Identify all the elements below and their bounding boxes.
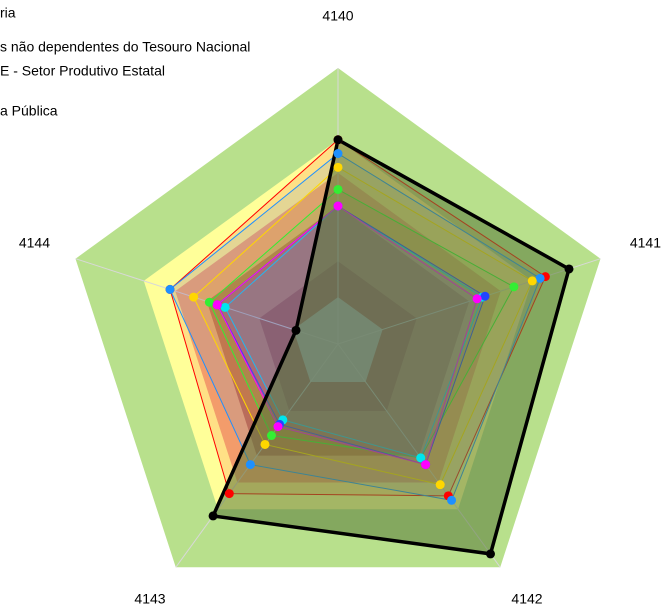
- legend-entry: E - Setor Produtivo Estatal: [0, 63, 165, 79]
- legend-entry: a Pública: [0, 103, 58, 119]
- point: [273, 422, 283, 432]
- point: [165, 284, 175, 294]
- axis-label: 4144: [19, 235, 50, 251]
- point: [416, 453, 426, 463]
- point: [333, 162, 343, 172]
- point: [208, 511, 218, 521]
- axis-label: 4143: [134, 591, 165, 607]
- point: [245, 460, 255, 470]
- point: [447, 495, 457, 505]
- point: [509, 282, 519, 292]
- point: [212, 300, 222, 310]
- point: [204, 297, 214, 307]
- point: [260, 439, 270, 449]
- point: [564, 264, 574, 274]
- point: [220, 302, 230, 312]
- legend-entry: s não dependentes do Tesouro Nacional: [0, 39, 250, 55]
- point: [535, 273, 545, 283]
- point: [333, 201, 343, 211]
- point: [485, 549, 495, 559]
- axis-label: 4141: [630, 235, 661, 251]
- point: [291, 325, 301, 335]
- point: [224, 489, 234, 499]
- point: [333, 135, 343, 145]
- point: [333, 184, 343, 194]
- point: [266, 431, 276, 441]
- point: [472, 294, 482, 304]
- axis-label: 4142: [511, 591, 542, 607]
- point: [435, 480, 445, 490]
- axis-label: 4140: [322, 8, 353, 24]
- point: [480, 291, 490, 301]
- point: [333, 149, 343, 159]
- point: [527, 276, 537, 286]
- legend-entry: ria: [0, 5, 16, 21]
- point: [189, 292, 199, 302]
- series-line: [210, 137, 572, 556]
- point: [421, 460, 431, 470]
